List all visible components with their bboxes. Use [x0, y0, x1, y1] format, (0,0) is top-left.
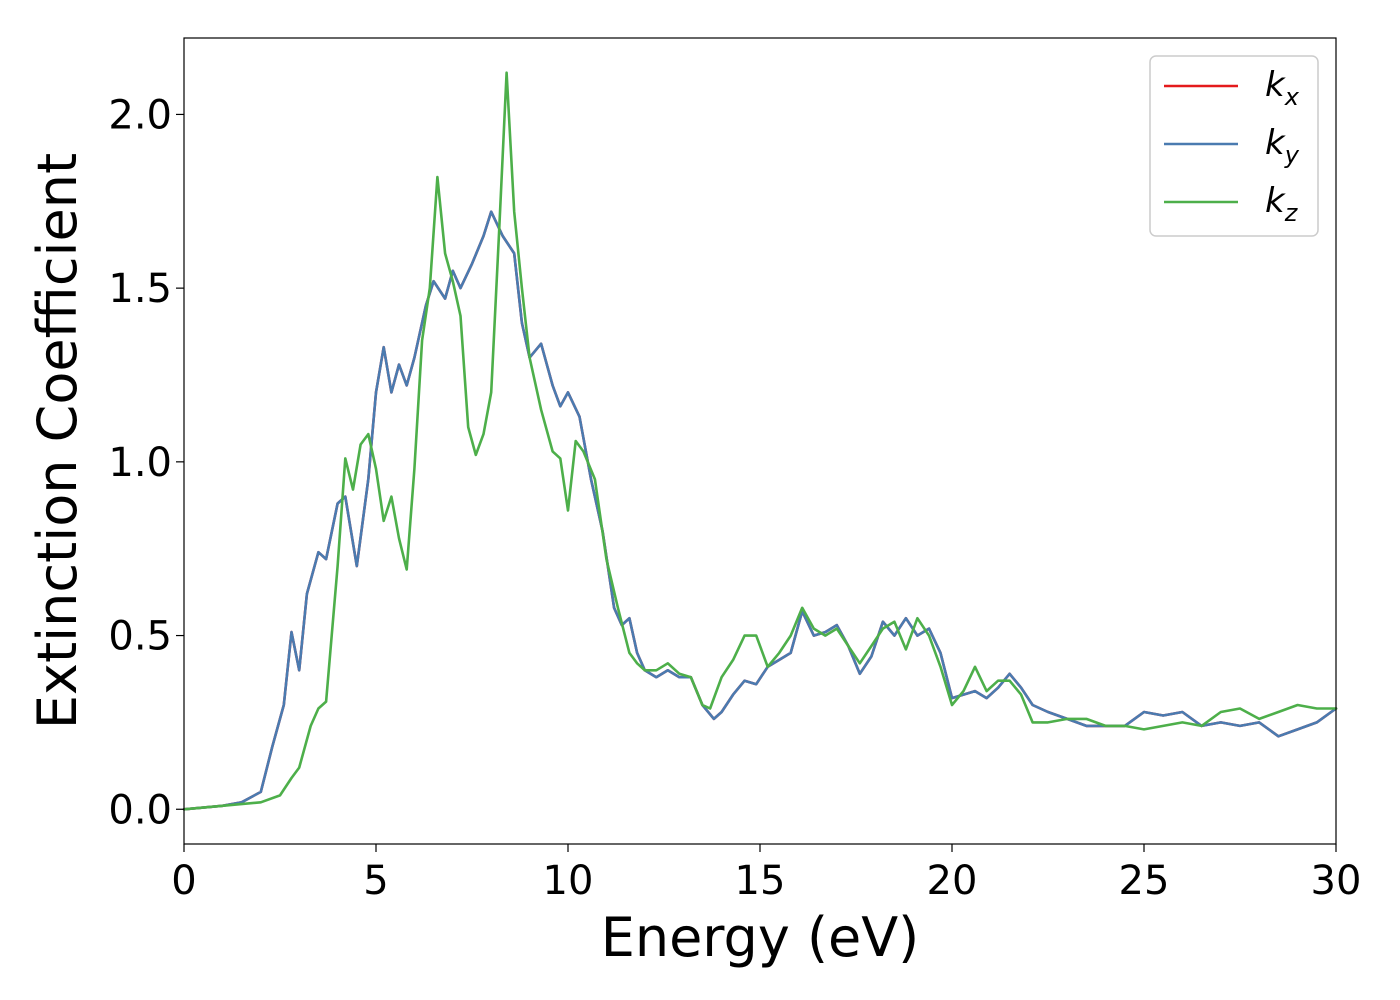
- y-tick-label: 1.0: [108, 440, 172, 486]
- x-tick-label: 30: [1311, 858, 1362, 904]
- series-layer: [182, 71, 1338, 811]
- series-line-y: [182, 210, 1338, 811]
- legend-label-x: kx: [1265, 65, 1300, 111]
- y-axis-label: Extinction Coefficient: [26, 153, 89, 729]
- legend-label-z: kz: [1265, 181, 1299, 227]
- y-tick-label: 0.0: [108, 787, 172, 833]
- x-tick-label: 5: [363, 858, 388, 904]
- y-tick-label: 1.5: [108, 266, 172, 312]
- y-tick-label: 0.5: [108, 614, 172, 660]
- x-tick-label: 10: [543, 858, 594, 904]
- x-tick-label: 0: [171, 858, 196, 904]
- series-line-x: [182, 210, 1338, 811]
- x-axis: 0 5 10 15 20 25 30: [171, 844, 1361, 904]
- x-axis-label: Energy (eV): [601, 906, 920, 969]
- legend-label-y: ky: [1265, 123, 1300, 169]
- y-tick-label: 2.0: [108, 92, 172, 138]
- x-tick-label: 20: [927, 858, 978, 904]
- x-tick-label: 25: [1119, 858, 1170, 904]
- legend-box: [1149, 55, 1319, 237]
- x-tick-label: 15: [735, 858, 786, 904]
- series-line-z: [182, 71, 1338, 811]
- legend: kx ky kz: [1149, 55, 1319, 237]
- y-axis: 0.0 0.5 1.0 1.5 2.0: [108, 92, 184, 833]
